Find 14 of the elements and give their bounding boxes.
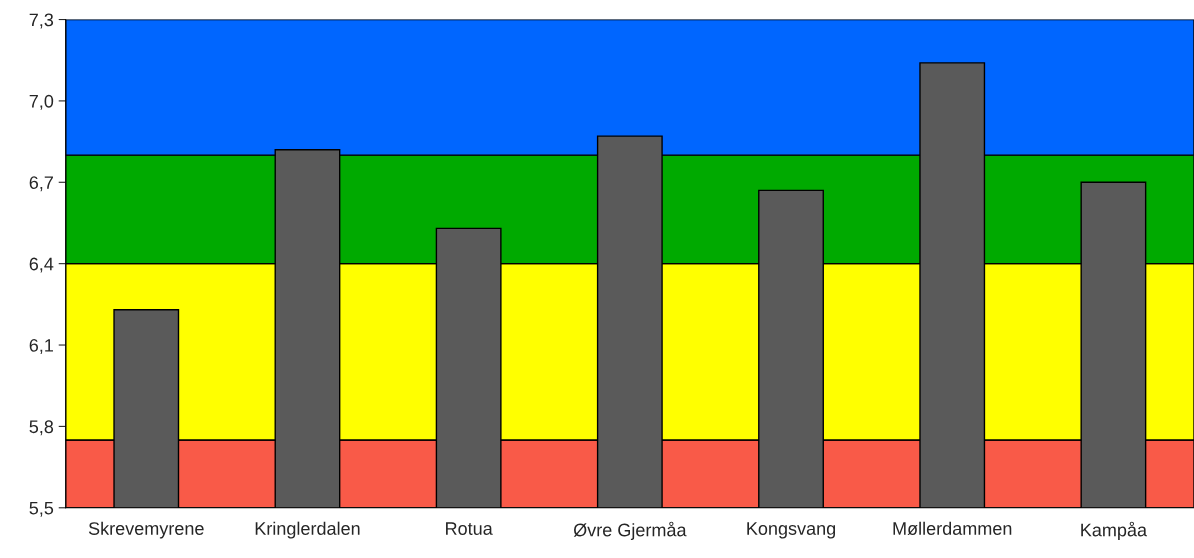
x-tick-label: Øvre Gjermåa (573, 521, 687, 540)
x-tick-label: Kongsvang (747, 522, 836, 539)
y-tick-label: 5,8 (29, 420, 54, 436)
y-tick-label: 7,3 (29, 13, 54, 29)
y-tick-label: 6,1 (29, 338, 53, 354)
y-tick-label: 5,5 (29, 501, 54, 517)
x-tick-label: Kampåa (1081, 521, 1148, 540)
y-tick-label: 6,4 (29, 257, 54, 273)
x-tick-label: Rotua (446, 522, 493, 535)
x-tick-label: Møllerdammen (893, 521, 1012, 536)
y-tick-label: 7,0 (29, 94, 54, 110)
x-tick-label: Kringlerdalen (255, 521, 360, 539)
y-tick-label: 6,7 (29, 176, 53, 192)
x-tick-label: Skrevemyrene (88, 521, 204, 539)
